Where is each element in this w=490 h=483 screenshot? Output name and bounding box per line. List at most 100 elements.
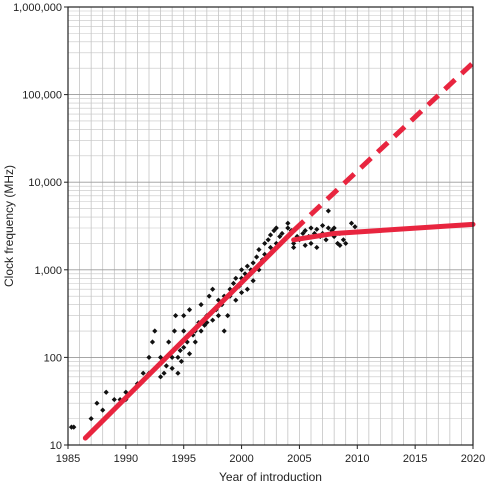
data-point <box>94 400 100 406</box>
grid <box>67 7 474 446</box>
data-point <box>100 407 106 413</box>
data-point <box>161 370 167 376</box>
data-point <box>285 220 291 226</box>
data-point <box>181 328 187 334</box>
data-point <box>230 280 237 286</box>
data-point <box>238 267 245 273</box>
y-tick-label: 1,000 <box>34 265 62 277</box>
x-tick-label: 2015 <box>403 453 427 465</box>
data-point <box>250 278 256 284</box>
x-tick-label: 2020 <box>461 453 485 465</box>
data-point <box>146 354 152 360</box>
data-point <box>186 307 193 313</box>
x-tick-label: 2010 <box>345 453 369 465</box>
y-tick-label: 100 <box>44 352 62 364</box>
data-point <box>325 225 331 231</box>
data-point <box>319 222 326 229</box>
data-point <box>352 224 358 230</box>
x-axis-label: Year of introduction <box>219 470 322 483</box>
trend-lines <box>82 61 476 441</box>
data-point <box>123 389 129 395</box>
x-tick-label: 2005 <box>287 453 311 465</box>
data-point <box>302 228 308 234</box>
y-axis-label: Clock frequency (MHz) <box>2 165 16 287</box>
data-point <box>265 237 271 243</box>
data-point <box>302 242 308 248</box>
data-point <box>291 240 297 247</box>
data-point <box>177 347 183 354</box>
data-point <box>314 226 320 232</box>
data-point <box>277 233 283 240</box>
data-point <box>250 260 256 266</box>
data-point <box>88 416 94 422</box>
data-point <box>175 354 181 360</box>
data-point <box>262 240 268 247</box>
x-tick-label: 1985 <box>56 453 80 465</box>
data-point <box>71 424 77 430</box>
data-point <box>178 358 184 365</box>
data-point <box>166 339 172 345</box>
data-point <box>169 354 175 360</box>
data-point <box>323 237 329 243</box>
data-point <box>335 240 341 247</box>
data-point <box>254 254 260 260</box>
data-point <box>186 351 193 357</box>
data-point <box>215 313 222 319</box>
y-tick-label: 10 <box>50 440 62 452</box>
data-point <box>331 225 337 231</box>
data-point <box>111 396 117 403</box>
data-point <box>300 230 306 237</box>
data-point <box>285 225 291 231</box>
data-point <box>267 244 274 251</box>
trend-line <box>291 221 476 243</box>
data-point <box>273 225 279 231</box>
data-point <box>343 240 349 247</box>
data-point <box>325 208 331 214</box>
data-point <box>192 339 198 345</box>
data-point <box>204 319 210 326</box>
y-tick-label: 10,000 <box>28 177 62 189</box>
y-tick-label: 1,000,000 <box>13 2 62 14</box>
data-point <box>225 313 231 319</box>
data-point <box>244 286 250 292</box>
x-tick-label: 1995 <box>171 453 195 465</box>
data-point <box>201 322 208 328</box>
data-point <box>308 225 314 231</box>
data-point <box>340 237 346 243</box>
data-point <box>256 247 262 253</box>
data-point <box>238 275 245 281</box>
data-point <box>103 389 109 395</box>
data-point <box>233 275 239 281</box>
data-point <box>206 293 212 299</box>
data-point <box>331 233 337 240</box>
data-point <box>337 242 343 248</box>
data-point <box>181 344 187 351</box>
data-point <box>238 289 245 296</box>
data-point <box>308 240 314 247</box>
trend-line <box>82 228 297 441</box>
data-point <box>291 244 297 251</box>
data-point <box>171 328 178 334</box>
data-point <box>294 233 300 240</box>
trend-line-projected <box>291 61 475 233</box>
data-point <box>152 328 158 334</box>
data-point <box>244 263 250 269</box>
data-point <box>175 370 181 376</box>
data-point <box>279 230 285 237</box>
data-point <box>210 317 216 323</box>
y-tick-label: 100,000 <box>22 90 62 102</box>
data-point <box>181 313 187 319</box>
x-tick-label: 2000 <box>229 453 253 465</box>
data-point <box>163 363 169 369</box>
data-point <box>169 365 175 371</box>
data-point <box>157 354 164 360</box>
x-tick-label: 1990 <box>114 453 138 465</box>
data-point <box>157 374 164 380</box>
data-point <box>221 328 227 334</box>
y-tick-labels: 10 100 1,000 10,000 100,000 1,000,000 <box>13 2 68 452</box>
data-point <box>149 339 156 345</box>
data-point <box>198 302 204 308</box>
data-point <box>210 286 216 292</box>
data-point <box>348 220 355 226</box>
